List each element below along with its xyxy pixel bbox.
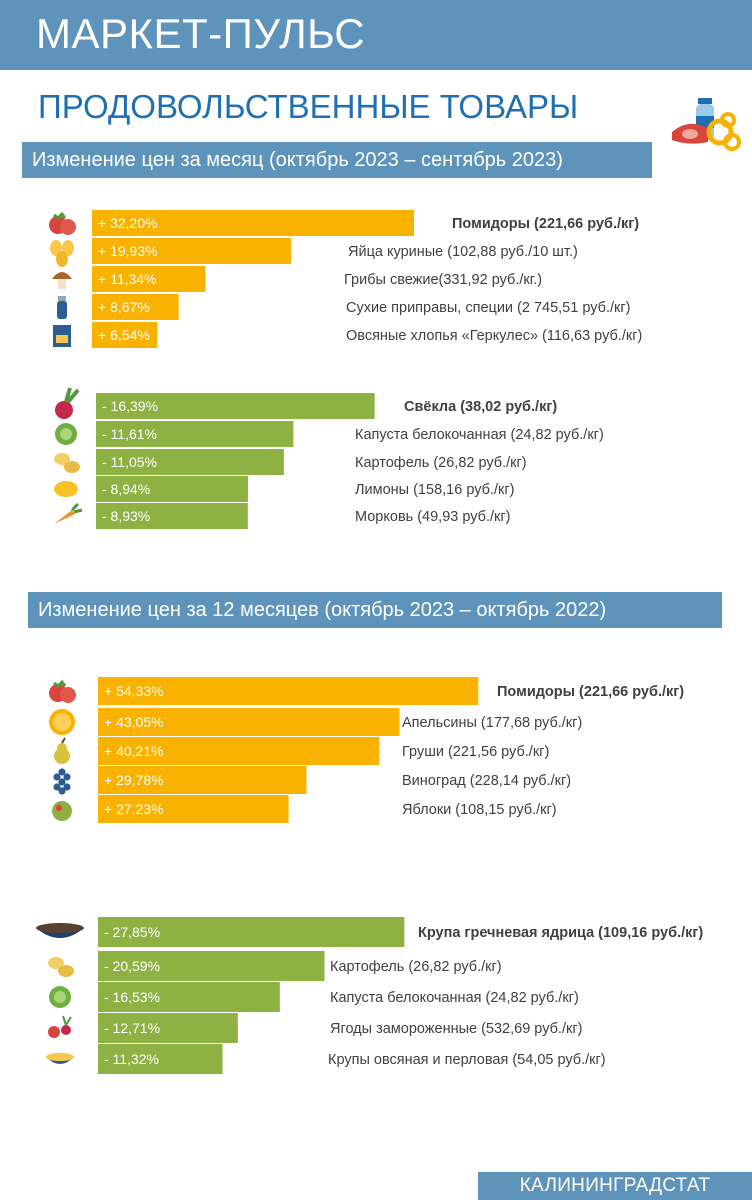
bar [96,503,248,529]
category-label: Картофель (26,82 руб./кг) [355,455,527,471]
tomato-icon [49,679,76,703]
category-label: Груши (221,56 руб./кг) [402,744,549,760]
category-label: Апельсины (177,68 руб./кг) [402,715,582,731]
bar [98,708,400,736]
beet-icon [55,387,80,419]
bar-value-label: + 19,93% [98,243,158,259]
tomato-icon [49,211,76,235]
category-label: Овсяные хлопья «Геркулес» (116,63 руб./к… [346,328,642,344]
category-label: Грибы свежие(331,92 руб./кг.) [344,272,542,288]
grocery-icon [672,98,741,151]
category-label: Свёкла (38,02 руб./кг) [404,399,557,415]
bar-value-label: - 8,94% [102,481,150,497]
bar-value-label: - 16,39% [102,398,158,414]
grapes-icon [53,768,71,795]
bar [96,476,248,502]
bar-value-label: + 54,33% [104,683,164,699]
header-band: МАРКЕТ-ПУЛЬС [0,0,752,70]
category-label: Помидоры (221,66 руб./кг) [497,684,684,700]
bar [96,449,284,475]
bar [96,393,375,419]
bar [98,951,325,981]
page-title: ПРОДОВОЛЬСТВЕННЫЕ ТОВАРЫ [38,88,579,125]
bar-value-label: + 29,78% [104,772,164,788]
category-label: Лимоны (158,16 руб./кг) [355,482,514,498]
category-label: Картофель (26,82 руб./кг) [330,959,502,975]
spice-icon [57,296,67,319]
bar [98,1013,238,1043]
bar-value-label: - 16,53% [104,989,160,1005]
footer-label: КАЛИНИНГРАДСТАТ [478,1172,752,1200]
bar [92,322,158,348]
oats-box-icon [53,325,71,347]
bar [98,795,289,823]
pear-icon [54,737,70,764]
bar-value-label: - 27,85% [104,924,160,940]
category-label: Крупы овсяная и перловая (54,05 руб./кг) [328,1052,606,1068]
buckwheat-bowl-icon [36,923,84,938]
bar [98,1044,223,1074]
bar-value-label: - 11,61% [102,426,157,442]
bar-value-label: + 32,20% [98,215,158,231]
bar-value-label: - 8,93% [102,508,150,524]
cabbage-icon [49,986,71,1008]
category-label: Яйца куриные (102,88 руб./10 шт.) [348,244,578,260]
category-label: Ягоды замороженные (532,69 руб./кг) [330,1021,582,1037]
bar [98,737,380,765]
category-label: Капуста белокочанная (24,82 руб./кг) [330,990,579,1006]
mushroom-icon [52,272,72,289]
berries-icon [48,1015,72,1038]
category-label: Виноград (228,14 руб./кг) [402,773,571,789]
category-label: Яблоки (108,15 руб./кг) [402,802,557,818]
bar-value-label: + 11,34% [98,271,157,287]
bar [92,238,292,264]
bar [92,210,414,236]
lemon-icon [54,481,78,497]
bar-value-label: + 40,21% [104,743,164,759]
bar [92,266,206,292]
eggs-icon [50,240,74,267]
potato-icon [54,453,80,473]
brand-title: МАРКЕТ-ПУЛЬС [36,10,366,57]
section-title-month: Изменение цен за месяц (октябрь 2023 – с… [22,142,652,178]
bar [98,982,280,1012]
porridge-bowl-icon [46,1053,74,1064]
cabbage-icon [55,423,77,445]
apple-icon [52,801,72,821]
bar [92,294,179,320]
orange-icon [49,709,75,735]
carrot-icon [54,502,83,524]
bar-value-label: - 11,05% [102,454,157,470]
bar [98,677,479,705]
bar-value-label: + 43,05% [104,714,164,730]
bar [96,421,294,447]
bar-value-label: - 20,59% [104,958,160,974]
category-label: Сухие приправы, специи (2 745,51 руб./кг… [346,300,630,316]
bar-value-label: - 12,71% [104,1020,160,1036]
category-label: Капуста белокочанная (24,82 руб./кг) [355,427,604,443]
category-label: Помидоры (221,66 руб./кг) [452,216,639,232]
potato-icon [48,957,74,977]
category-label: Морковь (49,93 руб./кг) [355,509,511,525]
section-title-year: Изменение цен за 12 месяцев (октябрь 202… [28,592,722,628]
bar-value-label: + 27,23% [104,801,164,817]
bar [98,766,307,794]
bar-value-label: - 11,32% [104,1051,159,1067]
bar-value-label: + 8,67% [98,299,150,315]
bar-value-label: + 6,54% [98,327,150,343]
bar [98,917,405,947]
category-label: Крупа гречневая ядрица (109,16 руб./кг) [418,925,703,941]
